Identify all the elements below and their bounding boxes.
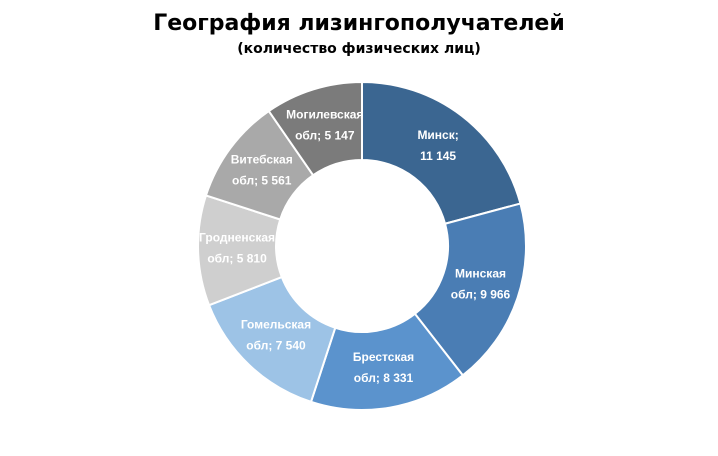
slice-label: Минская обл; 9 966 bbox=[451, 267, 511, 302]
slice-label: Витебская обл; 5 561 bbox=[231, 152, 293, 187]
slice-label-category: Минск; bbox=[417, 128, 458, 142]
slice-label-value: обл; 7 540 bbox=[246, 339, 306, 353]
slice-label-category: Гомельская bbox=[241, 318, 311, 332]
slice-label-value: обл; 5 810 bbox=[207, 251, 267, 265]
chart-subtitle: (количество физических лиц) bbox=[237, 41, 481, 57]
slice-label-value: 11 145 bbox=[420, 149, 456, 163]
chart-title: География лизингополучателей bbox=[153, 11, 565, 36]
donut-slice bbox=[309, 312, 465, 411]
donut-slice bbox=[361, 80, 522, 225]
slice-label-category: Могилевская bbox=[286, 108, 363, 122]
slice-label-category: Гродненская bbox=[199, 230, 275, 244]
slice-label: Могилевская обл; 5 147 bbox=[286, 108, 363, 143]
slice-label: Гомельская обл; 7 540 bbox=[241, 318, 311, 353]
slice-label-value: обл; 5 561 bbox=[232, 173, 292, 187]
donut-slice bbox=[267, 80, 363, 177]
slice-label-category: Витебская bbox=[231, 152, 293, 166]
slice-label-value: обл; 9 966 bbox=[451, 288, 511, 302]
slice-label: Брестская обл; 8 331 bbox=[353, 350, 414, 385]
slice-label-value: обл; 8 331 bbox=[354, 371, 414, 385]
slice-label: Гродненская обл; 5 810 bbox=[199, 230, 275, 265]
slice-label-value: обл; 5 147 bbox=[295, 129, 355, 143]
slice-label-category: Минская bbox=[455, 267, 506, 281]
slice-label: Минск; 11 145 bbox=[417, 128, 458, 163]
slice-label-category: Брестская bbox=[353, 350, 414, 364]
